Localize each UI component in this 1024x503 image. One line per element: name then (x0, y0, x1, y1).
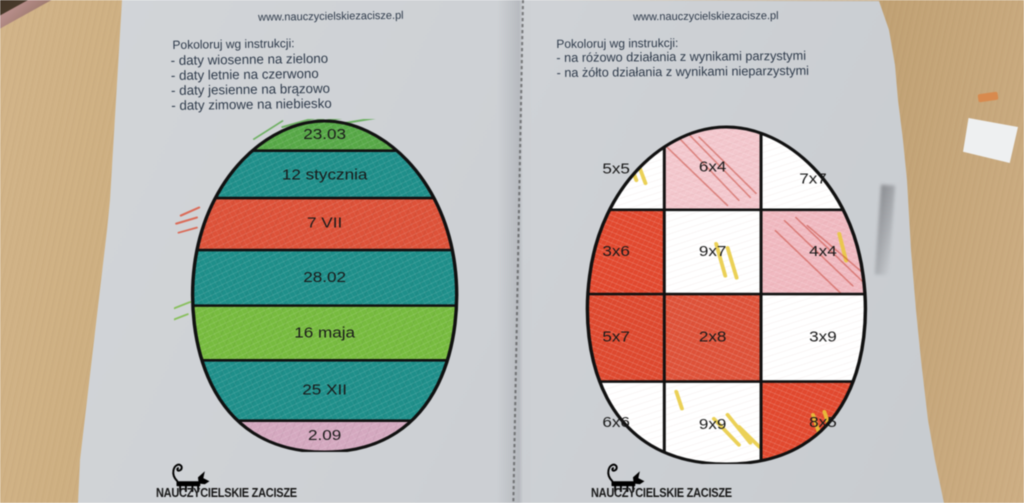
svg-text:12 stycznia: 12 stycznia (282, 166, 368, 183)
svg-text:23.03: 23.03 (304, 126, 347, 143)
svg-text:9x7: 9x7 (698, 243, 726, 260)
svg-text:28.02: 28.02 (304, 269, 347, 286)
svg-text:3x6: 3x6 (602, 243, 630, 260)
svg-text:5x7: 5x7 (602, 328, 630, 345)
svg-text:9x9: 9x9 (698, 416, 726, 433)
svg-text:16 maja: 16 maja (295, 324, 356, 341)
svg-text:3x9: 3x9 (809, 328, 837, 345)
svg-text:7x7: 7x7 (799, 170, 827, 187)
svg-text:5x5: 5x5 (602, 160, 630, 177)
svg-text:25 XII: 25 XII (303, 382, 348, 399)
svg-text:8x5: 8x5 (809, 414, 837, 431)
svg-text:6x6: 6x6 (602, 414, 630, 431)
svg-text:4x4: 4x4 (809, 243, 837, 260)
svg-text:2.09: 2.09 (308, 427, 341, 444)
svg-text:6x4: 6x4 (698, 158, 726, 175)
svg-text:2x8: 2x8 (698, 328, 726, 345)
svg-text:7 VII: 7 VII (307, 215, 342, 232)
